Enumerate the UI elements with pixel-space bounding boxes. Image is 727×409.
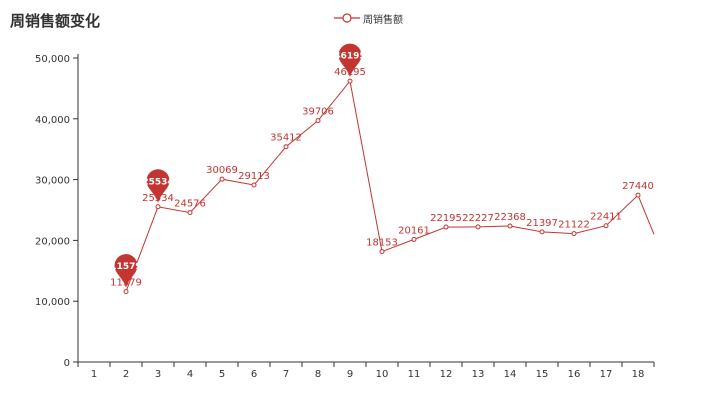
x-tick-label: 11	[408, 369, 421, 380]
data-point	[539, 229, 545, 235]
pin-label: 11579	[110, 262, 141, 272]
data-label: 18153	[366, 238, 398, 249]
x-tick-label: 13	[472, 369, 485, 380]
data-point	[219, 176, 225, 182]
y-tick-label: 0	[64, 358, 70, 369]
data-label: 21397	[526, 218, 558, 229]
x-tick-label: 8	[315, 369, 321, 380]
pin-shape	[338, 43, 362, 78]
data-label: 30069	[206, 165, 238, 176]
data-label: 22227	[462, 213, 494, 224]
legend-label: 周销售额	[363, 14, 403, 26]
y-tick-label: 10,000	[35, 297, 70, 308]
x-tick-label: 10	[376, 369, 389, 380]
pin-marker: 11579	[110, 254, 142, 288]
x-tick-label: 6	[251, 369, 257, 380]
x-tick-label: 15	[536, 369, 549, 380]
data-label: 20161	[398, 225, 430, 236]
x-tick-label: 1	[91, 369, 97, 380]
data-label: 22195	[430, 213, 462, 224]
x-tick-label: 5	[219, 369, 225, 380]
data-point	[155, 204, 161, 210]
data-point	[603, 223, 609, 229]
x-tick-label: 12	[440, 369, 453, 380]
pin-markers: 11579 25534 46195	[110, 43, 366, 288]
x-tick-label: 18	[632, 369, 645, 380]
y-tick-label: 50,000	[35, 54, 70, 65]
data-point	[251, 182, 257, 188]
pin-shape	[146, 169, 170, 203]
x-tick-label: 3	[155, 369, 161, 380]
data-label: 39706	[302, 107, 334, 118]
data-label: 22411	[590, 212, 622, 223]
data-label: 27440	[622, 181, 654, 192]
pin-label: 46195	[334, 52, 365, 62]
data-point	[315, 118, 321, 124]
data-point	[411, 236, 417, 242]
data-point	[507, 223, 513, 229]
chart-title: 周销售额变化	[10, 12, 101, 30]
x-tick-label: 16	[568, 369, 581, 380]
pin-marker: 46195	[334, 43, 366, 78]
pin-label: 25534	[142, 177, 173, 187]
data-point	[347, 78, 353, 84]
legend-line-icon	[334, 13, 360, 23]
x-tick-label: 4	[187, 369, 193, 380]
data-label: 29113	[238, 171, 270, 182]
y-tick-label: 40,000	[35, 115, 70, 126]
y-tick-label: 30,000	[35, 176, 70, 187]
data-label: 21122	[558, 220, 590, 231]
x-tick-label: 9	[347, 369, 353, 380]
data-label: 22368	[494, 212, 526, 223]
data-point	[635, 192, 641, 198]
y-tick-label: 20,000	[35, 236, 70, 247]
data-point	[187, 210, 193, 216]
data-label: 35412	[270, 133, 302, 144]
data-point	[571, 231, 577, 237]
data-labels: 1157925534245763006929113354123970646195…	[110, 67, 654, 288]
data-point	[379, 249, 385, 255]
series-layer	[123, 78, 655, 295]
pin-shape	[114, 254, 138, 288]
series-line	[125, 79, 655, 292]
data-label: 24576	[174, 199, 206, 210]
data-point	[443, 224, 449, 230]
data-point	[123, 289, 129, 295]
data-point	[475, 224, 481, 230]
x-tick-label: 17	[600, 369, 613, 380]
x-tick-label: 14	[504, 369, 517, 380]
data-point	[283, 144, 289, 150]
x-tick-label: 7	[283, 369, 289, 380]
x-tick-label: 2	[123, 369, 129, 380]
legend[interactable]: 周销售额	[334, 11, 403, 26]
pin-marker: 25534	[142, 169, 174, 203]
